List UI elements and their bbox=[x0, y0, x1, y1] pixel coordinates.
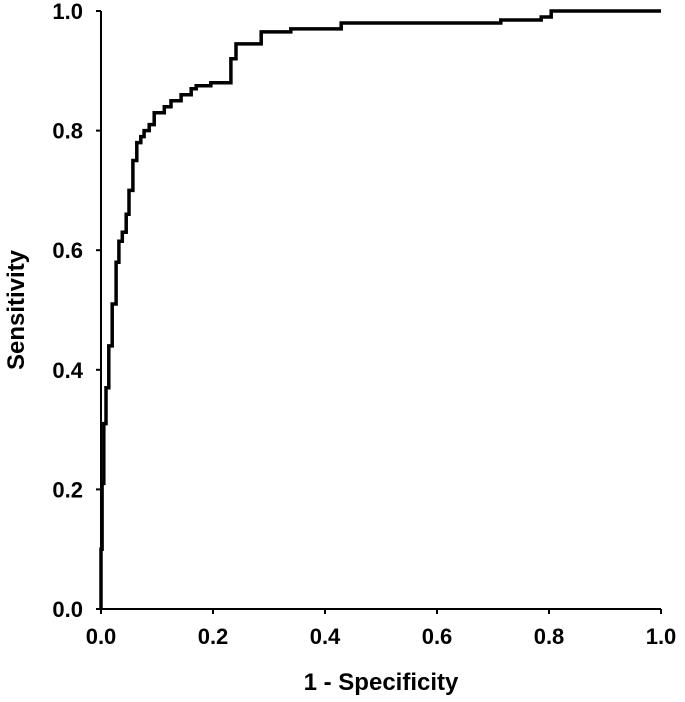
roc-curve bbox=[99, 9, 661, 609]
axes bbox=[100, 11, 661, 610]
y-tick-label: 0.4 bbox=[52, 358, 83, 383]
y-tick-label: 0.2 bbox=[52, 477, 83, 502]
x-tick-label: 0.4 bbox=[310, 624, 341, 649]
y-tick-label: 1.0 bbox=[52, 0, 83, 24]
y-tick-label: 0.0 bbox=[52, 597, 83, 622]
x-tick-label: 0.2 bbox=[198, 624, 229, 649]
y-tick-label: 0.6 bbox=[52, 238, 83, 263]
x-ticks: 0.0 0.2 0.4 0.6 0.8 1.0 bbox=[86, 609, 677, 649]
y-tick-label: 0.8 bbox=[52, 119, 83, 144]
x-tick-label: 0.8 bbox=[534, 624, 565, 649]
y-axis-title: Sensitivity bbox=[3, 249, 30, 370]
y-ticks: 0.0 0.2 0.4 0.6 0.8 1.0 bbox=[52, 0, 101, 622]
x-axis-title: 1 - Specificity bbox=[304, 669, 459, 696]
x-tick-label: 0.0 bbox=[86, 624, 117, 649]
x-tick-label: 0.6 bbox=[422, 624, 453, 649]
x-tick-label: 1.0 bbox=[646, 624, 677, 649]
